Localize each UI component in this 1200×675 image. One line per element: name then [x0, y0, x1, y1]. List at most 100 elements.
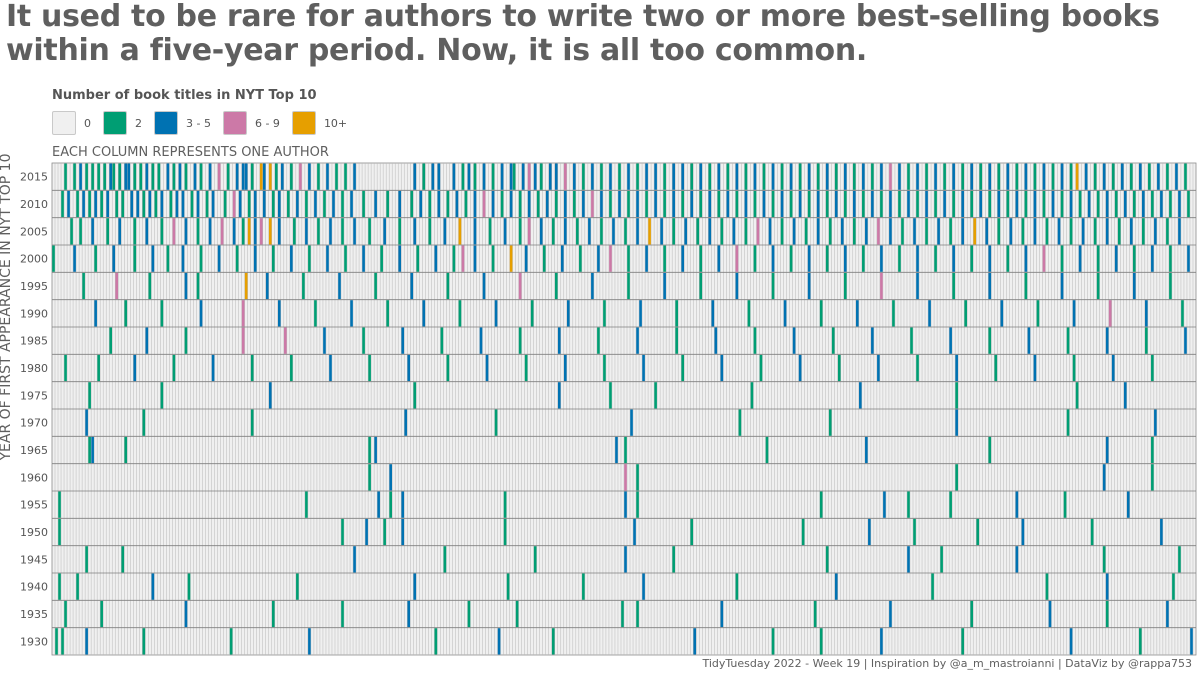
heatmap-cell: [816, 190, 820, 218]
heatmap-cell: [401, 491, 405, 518]
heatmap-cell: [744, 190, 748, 218]
heatmap-cell: [591, 190, 594, 218]
heatmap-cell: [401, 327, 405, 354]
heatmap-cell: [88, 436, 91, 464]
heatmap-cell: [1051, 190, 1055, 218]
heatmap-cell: [1132, 245, 1136, 272]
heatmap-cell: [91, 163, 94, 190]
heatmap-cell: [1154, 218, 1157, 245]
heatmap-cell: [106, 190, 109, 218]
heatmap-cell: [284, 327, 287, 354]
heatmap-cell: [365, 518, 368, 546]
heatmap-cell: [500, 190, 504, 218]
heatmap-cell: [563, 354, 567, 382]
legend-swatch: [103, 111, 127, 135]
heatmap-cell: [955, 354, 958, 382]
heatmap-cell: [518, 327, 522, 354]
heatmap-cell: [907, 190, 910, 218]
heatmap-cell: [825, 245, 829, 272]
heatmap-cell: [747, 300, 751, 327]
heatmap-cell: [780, 218, 784, 245]
heatmap-cell: [1096, 245, 1100, 272]
heatmap-cell: [600, 190, 603, 218]
column-note: EACH COLUMN REPRESENTS ONE AUTHOR: [52, 145, 329, 160]
heatmap-cell: [1042, 190, 1046, 218]
heatmap-cell: [305, 218, 308, 245]
legend-label: 2: [135, 116, 142, 130]
heatmap-cell: [1126, 491, 1130, 518]
heatmap-cell: [1190, 628, 1193, 655]
heatmap-cell: [681, 190, 685, 218]
heatmap-cell: [76, 190, 79, 218]
heatmap-cell: [160, 382, 164, 409]
heatmap-cell: [67, 190, 70, 218]
legend-swatch: [52, 111, 76, 135]
heatmap-cell: [928, 300, 931, 327]
heatmap-cell: [398, 218, 402, 245]
heatmap-cell: [1175, 163, 1178, 190]
heatmap-cell: [527, 163, 531, 190]
heatmap-cell: [353, 218, 356, 245]
heatmap-cell: [440, 327, 444, 354]
heatmap-cell: [383, 518, 386, 546]
heatmap-cell: [199, 245, 203, 272]
legend-item: 0: [52, 111, 97, 135]
heatmap-cell: [684, 218, 688, 245]
heatmap-cell: [124, 163, 128, 190]
heatmap-cell: [1129, 163, 1133, 190]
heatmap-cell: [82, 190, 85, 218]
heatmap-cell: [85, 546, 88, 573]
heatmap-cell: [970, 245, 974, 272]
heatmap-cell: [708, 163, 712, 190]
heatmap-cell: [1105, 600, 1109, 628]
heatmap-cell: [259, 218, 263, 245]
heatmap-cell: [115, 272, 119, 300]
heatmap-cell: [672, 546, 675, 573]
legend-swatch: [222, 111, 247, 135]
heatmap-cell: [386, 300, 389, 327]
heatmap-cell: [943, 190, 946, 218]
heatmap-cell: [527, 218, 531, 245]
heatmap-cell: [461, 163, 465, 190]
heatmap-cell: [277, 190, 281, 218]
heatmap-cell: [609, 382, 612, 409]
heatmap-cell: [118, 163, 122, 190]
heatmap-cell: [271, 190, 275, 218]
heatmap-cell: [1111, 163, 1115, 190]
heatmap-cell: [503, 491, 507, 518]
heatmap-cell: [1069, 628, 1073, 655]
heatmap-cell: [642, 354, 645, 382]
heatmap-cell: [1132, 272, 1136, 300]
heatmap-cell: [109, 163, 113, 190]
heatmap-cell: [1024, 245, 1028, 272]
heatmap-cell: [1009, 218, 1013, 245]
y-tick-label: 1935: [20, 608, 48, 621]
heatmap-cell: [1105, 327, 1109, 354]
heatmap-cell: [859, 382, 862, 409]
heatmap-cell: [825, 163, 829, 190]
heatmap-cell: [955, 409, 958, 436]
heatmap-cell: [241, 218, 245, 245]
heatmap-cell: [305, 190, 308, 218]
heatmap-cell: [582, 190, 585, 218]
heatmap-cell: [765, 436, 769, 464]
heatmap-cell: [1015, 163, 1019, 190]
heatmap-cell: [627, 272, 630, 300]
heatmap-cell: [434, 628, 438, 655]
heatmap-cell: [964, 300, 967, 327]
heatmap-cell: [898, 163, 901, 190]
heatmap-cell: [636, 600, 639, 628]
heatmap-cell: [615, 436, 618, 464]
heatmap-cell: [1066, 327, 1070, 354]
heatmap-cell: [94, 190, 97, 218]
heatmap-cell: [160, 190, 164, 218]
heatmap-cell: [124, 300, 128, 327]
heatmap-cell: [73, 163, 76, 190]
heatmap-cell: [654, 190, 657, 218]
heatmap-cell: [825, 190, 829, 218]
heatmap-cell: [973, 218, 977, 245]
heatmap-cell: [618, 190, 621, 218]
heatmap-cell: [353, 546, 356, 573]
heatmap-cell: [259, 163, 263, 190]
